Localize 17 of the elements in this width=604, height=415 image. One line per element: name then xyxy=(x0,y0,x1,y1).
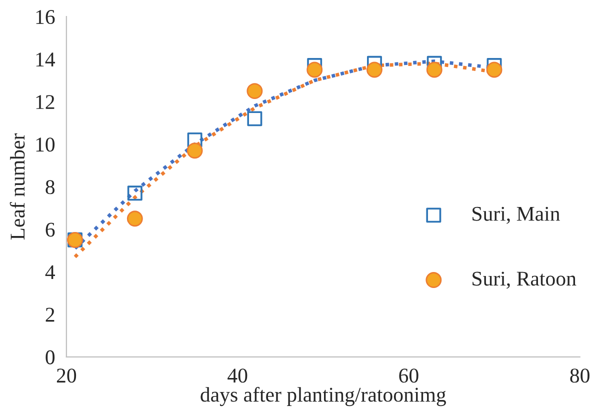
y-tick-label: 0 xyxy=(46,350,55,364)
legend-label: Suri, Ratoon xyxy=(472,272,576,289)
x-axis-title: days after planting/ratoonimg xyxy=(200,386,446,406)
x-tick-label: 60 xyxy=(399,368,418,383)
y-tick-label: 14 xyxy=(36,52,56,66)
x-tick-label: 20 xyxy=(56,368,76,383)
y-tick-label: 10 xyxy=(36,138,55,152)
x-tick-label: 40 xyxy=(228,368,248,383)
y-tick-label: 16 xyxy=(36,10,55,24)
y-axis-title: Leaf number xyxy=(10,133,25,240)
legend-label: Suri, Main xyxy=(472,206,560,224)
x-tick-label: 80 xyxy=(570,368,590,383)
y-tick-label: 6 xyxy=(46,222,55,237)
y-tick-label: 2 xyxy=(46,308,54,322)
y-tick-label: 4 xyxy=(45,265,56,280)
y-tick-label: 12 xyxy=(36,95,54,109)
y-tick-label: 8 xyxy=(46,180,55,194)
